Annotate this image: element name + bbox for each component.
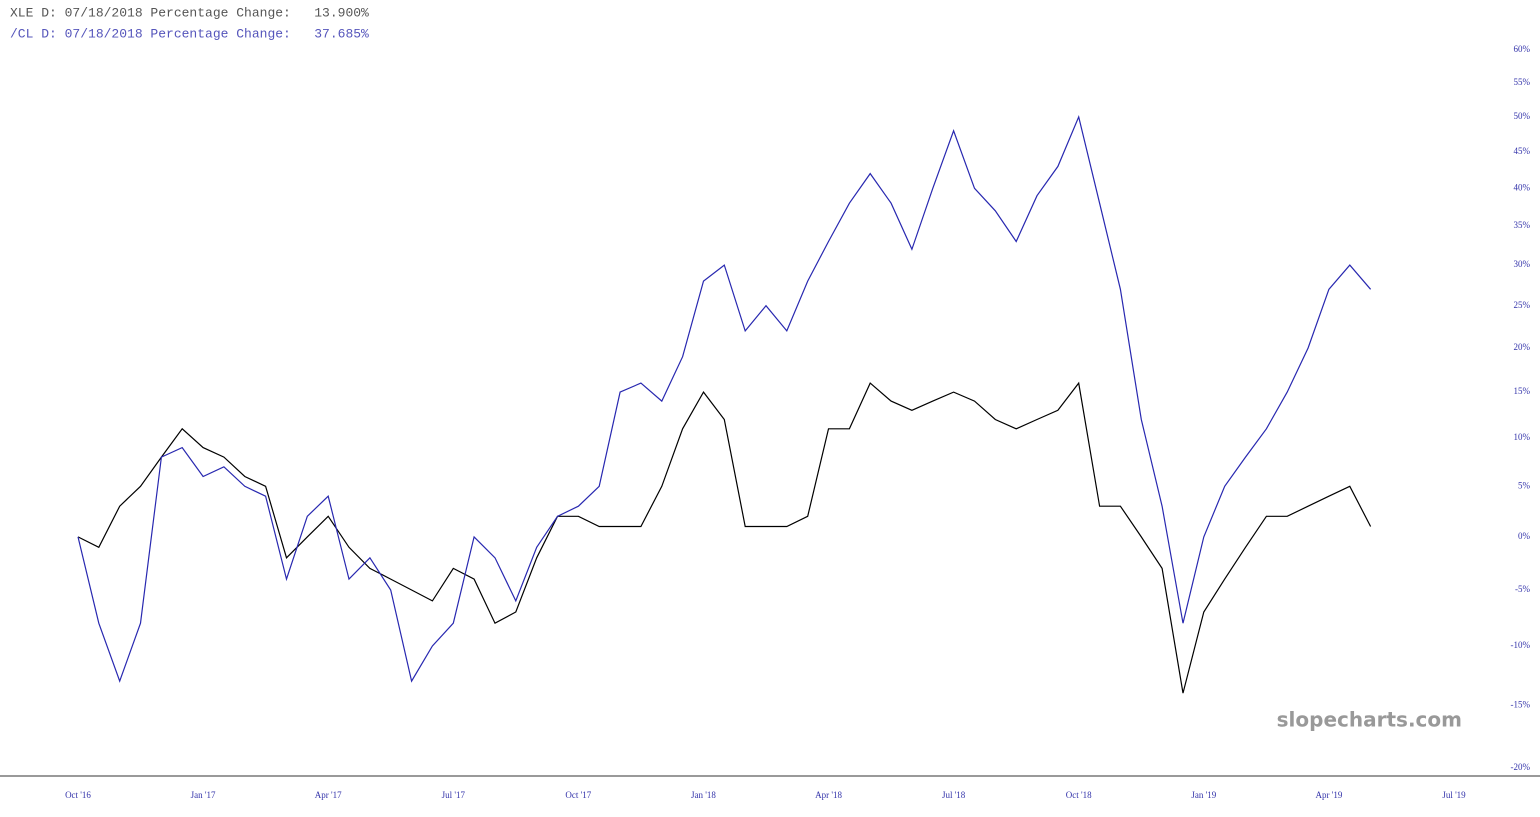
watermark: slopecharts.com: [1277, 708, 1462, 732]
x-tick-label: Jul '17: [442, 790, 466, 800]
y-tick-label: 20%: [1514, 342, 1531, 352]
x-tick-label: Oct '18: [1066, 790, 1092, 800]
y-tick-label: 40%: [1514, 182, 1531, 192]
y-tick-label: 30%: [1514, 259, 1531, 269]
x-tick-label: Apr '17: [315, 790, 342, 800]
y-tick-label: 5%: [1518, 480, 1531, 490]
y-tick-label: 60%: [1514, 44, 1531, 54]
x-tick-label: Jul '19: [1442, 790, 1466, 800]
x-tick-label: Jul '18: [942, 790, 966, 800]
y-tick-label: -10%: [1511, 640, 1531, 650]
y-tick-label: 0%: [1518, 531, 1531, 541]
x-tick-label: Oct '17: [565, 790, 591, 800]
y-tick-label: -5%: [1515, 584, 1530, 594]
x-tick-label: Oct '16: [65, 790, 91, 800]
x-tick-label: Jan '18: [691, 790, 716, 800]
x-tick-label: Apr '18: [815, 790, 842, 800]
y-tick-label: 10%: [1514, 432, 1531, 442]
series-line: [77, 381, 1372, 694]
y-tick-label: -20%: [1511, 762, 1531, 772]
y-tick-label: -15%: [1511, 699, 1531, 709]
y-tick-label: 15%: [1514, 386, 1531, 396]
y-tick-label: 35%: [1514, 220, 1531, 230]
y-tick-label: 55%: [1514, 77, 1531, 87]
y-tick-label: 45%: [1514, 146, 1531, 156]
x-tick-label: Jan '19: [1191, 790, 1216, 800]
x-tick-label: Apr '19: [1315, 790, 1342, 800]
y-tick-label: 50%: [1514, 111, 1531, 121]
header-cl: /CL D: 07/18/2018 Percentage Change: 37.…: [10, 26, 369, 41]
series-line: [77, 114, 1372, 683]
header-xle: XLE D: 07/18/2018 Percentage Change: 13.…: [10, 5, 369, 20]
x-tick-label: Jan '17: [191, 790, 216, 800]
y-tick-label: 25%: [1514, 300, 1531, 310]
